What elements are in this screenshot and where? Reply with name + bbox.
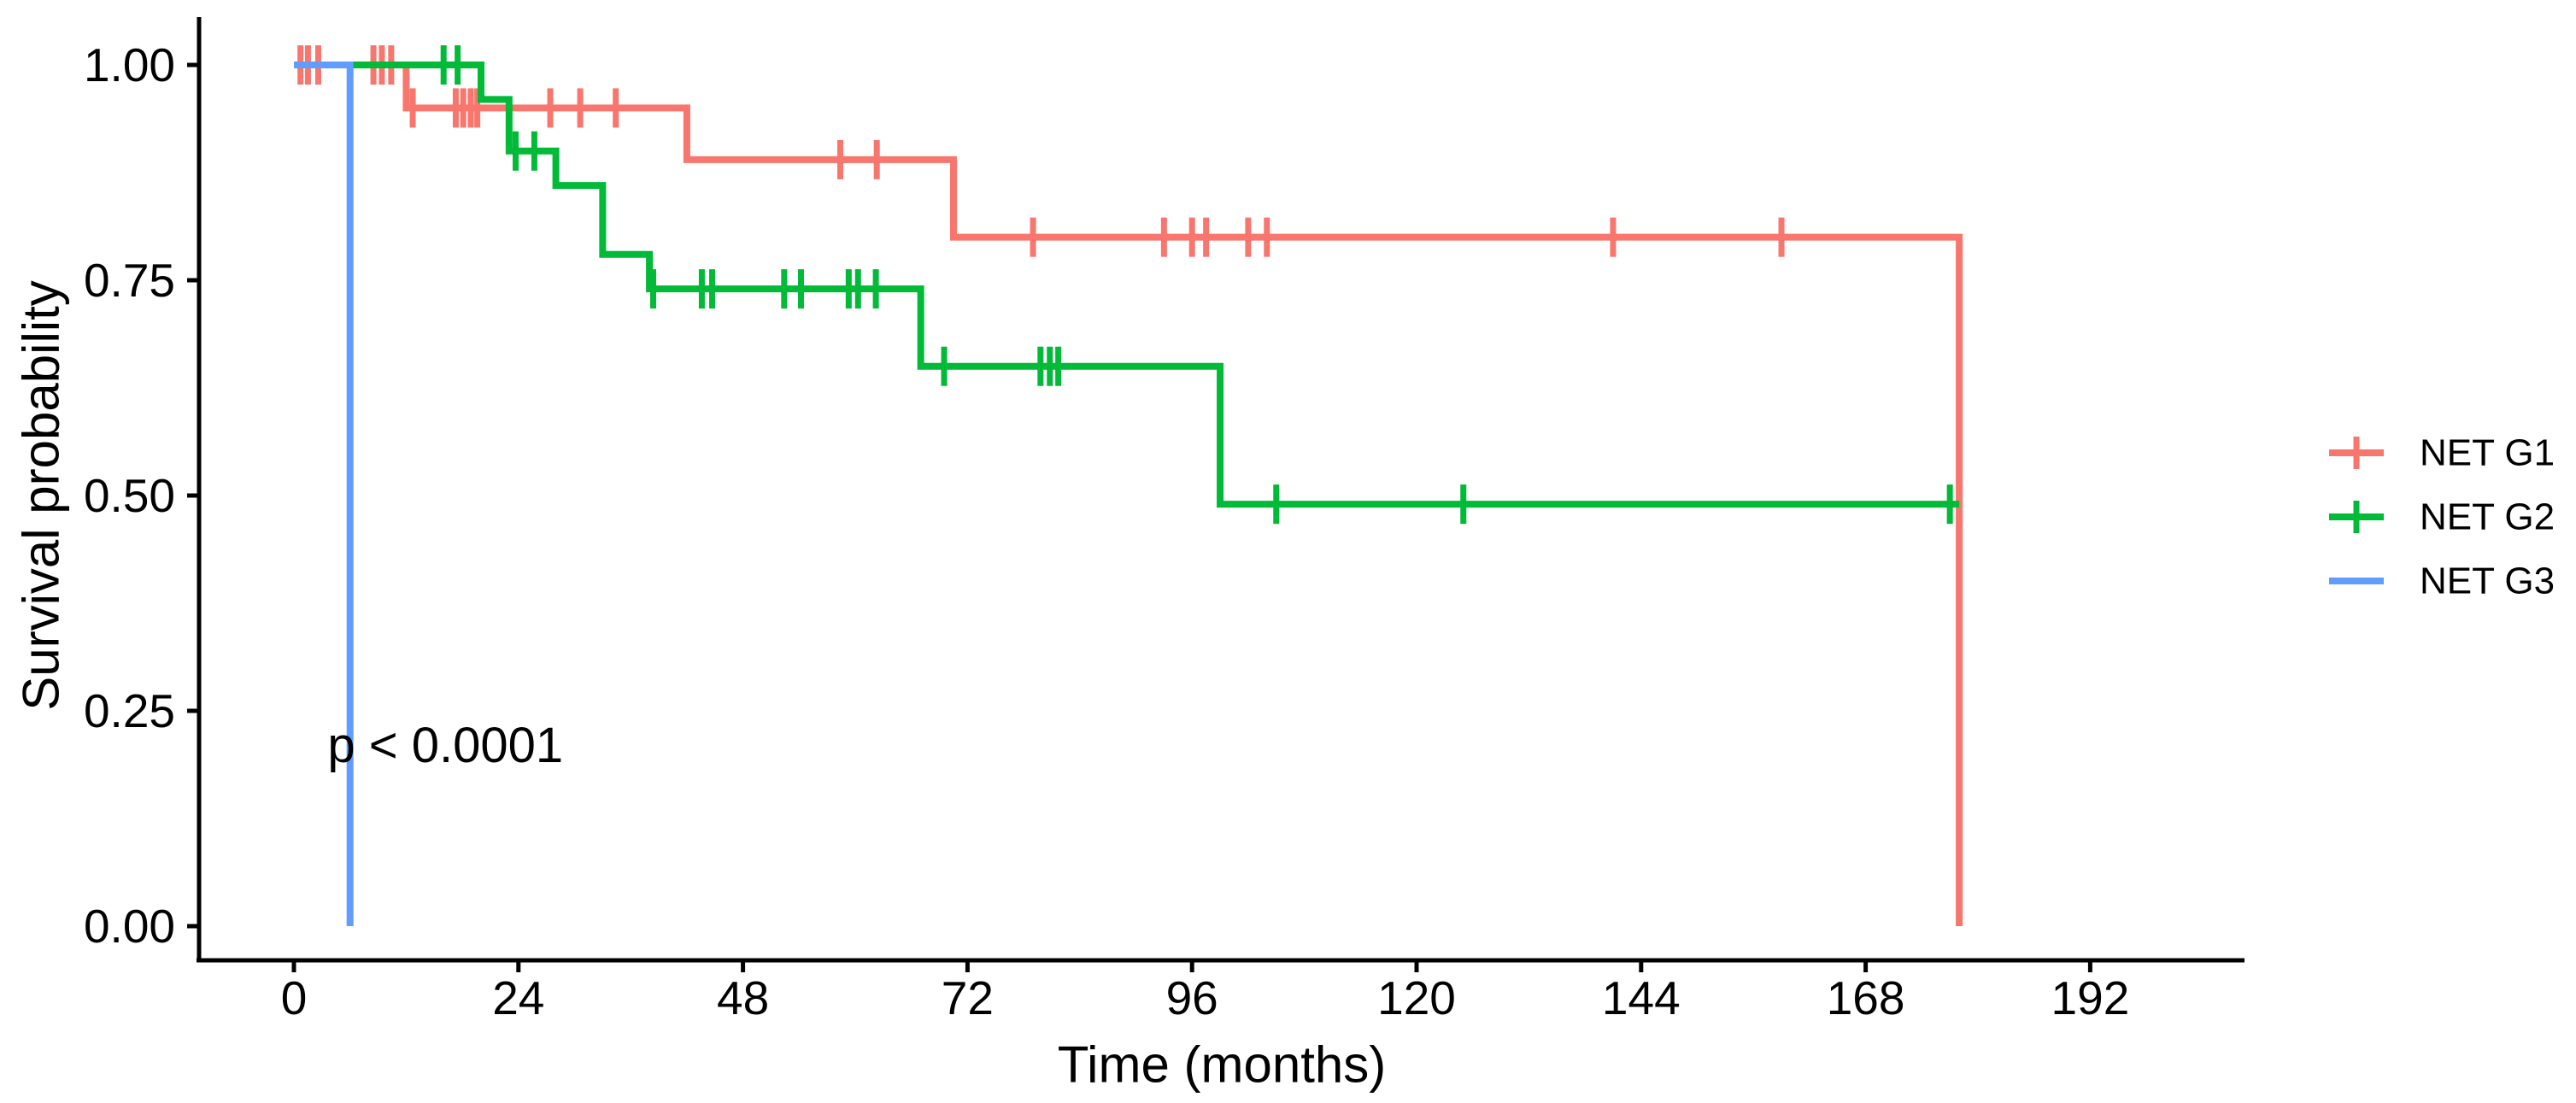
legend-item-label: NET G2 xyxy=(2420,496,2555,538)
y-axis-title: Survival probability xyxy=(13,280,70,711)
legend-item-label: NET G3 xyxy=(2420,560,2555,602)
x-tick-label: 72 xyxy=(942,971,994,1024)
y-tick-label: 1.00 xyxy=(84,38,175,91)
x-tick-label: 48 xyxy=(717,971,769,1024)
x-axis-title: Time (months) xyxy=(1058,1036,1387,1094)
y-tick-label: 0.75 xyxy=(84,254,175,307)
survival-curves-layer xyxy=(294,45,1963,926)
survival-curve-net-g2 xyxy=(294,62,1960,508)
legend: NET G1 NET G2 NET G3 xyxy=(2329,432,2555,602)
series-net-g1 xyxy=(294,45,1963,926)
survival-curve-net-g1 xyxy=(294,62,1963,926)
series-net-g2 xyxy=(294,45,1960,525)
legend-item-label: NET G1 xyxy=(2420,432,2555,474)
legend-item-net-g3: NET G3 xyxy=(2329,560,2555,602)
x-tick-label: 24 xyxy=(492,971,544,1024)
x-tick-label: 144 xyxy=(1602,971,1681,1024)
x-tick-label: 0 xyxy=(281,971,308,1024)
y-tick-label: 0.50 xyxy=(84,469,175,522)
x-tick-label: 96 xyxy=(1166,971,1218,1024)
x-tick-label: 192 xyxy=(2051,971,2130,1024)
p-value-label: p < 0.0001 xyxy=(327,718,563,773)
axes-layer: 0 24 48 72 96 120 144 168 192 0.00 0.25 0.50 0.75 1.0… xyxy=(84,17,2244,1024)
legend-item-net-g2: NET G2 xyxy=(2329,496,2555,538)
legend-item-net-g1: NET G1 xyxy=(2329,432,2555,474)
survival-curve-net-g3 xyxy=(294,62,354,926)
x-tick-label: 168 xyxy=(1827,971,1905,1024)
y-tick-label: 0.25 xyxy=(84,684,175,737)
x-tick-label: 120 xyxy=(1377,971,1456,1024)
series-net-g3 xyxy=(294,62,354,926)
y-tick-label: 0.00 xyxy=(84,900,175,953)
